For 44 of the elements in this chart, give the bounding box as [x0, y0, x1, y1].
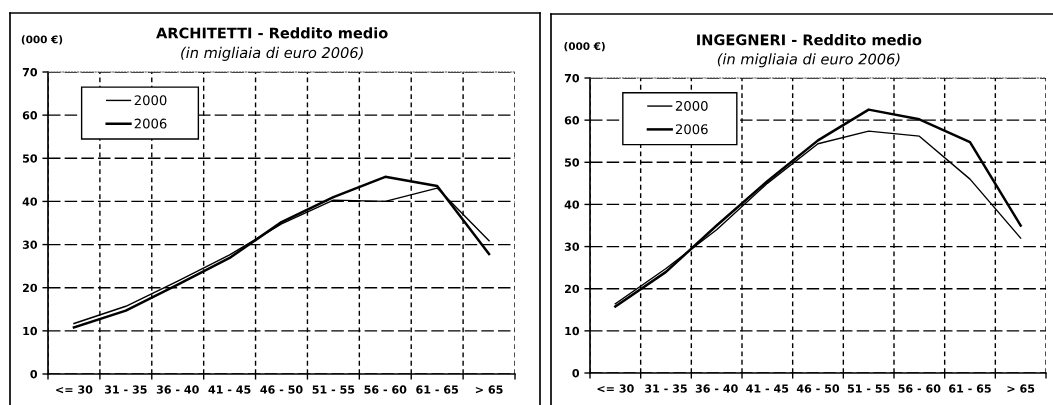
x-tick-label: 36 - 40	[156, 385, 199, 394]
x-tick-label: 51 - 55	[312, 385, 355, 394]
x-tick-label: 61 - 65	[416, 385, 459, 394]
y-tick-label: 50	[564, 158, 580, 167]
y-tick-label: 10	[565, 326, 580, 336]
y-tick-label: 50	[22, 154, 38, 163]
x-tick-label: <= 30	[597, 384, 634, 393]
x-tick-label: 56 - 60	[898, 384, 941, 393]
y-axis-title: (000 €)	[21, 35, 63, 45]
y-tick-label: 40	[22, 197, 38, 206]
x-tick-label: 46 - 50	[796, 384, 840, 393]
y-tick-label: 60	[564, 116, 580, 125]
y-tick-label: 0	[30, 369, 38, 379]
chart-subtitle: (in migliaia di euro 2006)	[181, 46, 363, 61]
y-tick-label: 20	[23, 283, 38, 293]
y-axis-title: (000 €)	[564, 42, 605, 52]
y-tick-label: 60	[22, 111, 38, 120]
legend-label: 2006	[134, 118, 167, 129]
y-tick-label: 0	[572, 368, 580, 378]
y-tick-label: 70	[22, 67, 38, 77]
x-tick-label: 41 - 45	[746, 384, 789, 393]
chart-subtitle: (in migliaia di euro 2006)	[717, 53, 900, 68]
x-tick-label: <= 30	[56, 385, 93, 394]
x-tick-label: 46 - 50	[260, 385, 303, 394]
y-tick-label: 40	[564, 200, 580, 209]
y-tick-label: 30	[564, 242, 580, 251]
x-tick-label: 31 - 35	[645, 384, 687, 393]
legend-label: 2006	[675, 124, 708, 135]
x-tick-label: 51 - 55	[847, 384, 890, 393]
x-tick-label: 36 - 40	[695, 384, 738, 393]
y-tick-label: 70	[564, 73, 580, 83]
legend-label: 2000	[675, 100, 708, 111]
x-tick-label: 61 - 65	[949, 384, 991, 393]
x-tick-label: 41 - 45	[208, 385, 251, 394]
y-tick-label: 10	[23, 326, 38, 336]
x-tick-label: > 65	[475, 385, 503, 394]
chart-title: ARCHITETTI - Reddito medio	[156, 27, 388, 39]
x-tick-label: 56 - 60	[364, 385, 407, 394]
y-tick-label: 20	[565, 284, 580, 294]
y-tick-label: 30	[22, 240, 38, 249]
chart-title: INGEGNERI - Reddito medio	[697, 34, 922, 46]
legend-label: 2000	[134, 95, 167, 106]
x-tick-label: 31 - 35	[104, 385, 147, 394]
x-tick-label: > 65	[1007, 384, 1035, 393]
